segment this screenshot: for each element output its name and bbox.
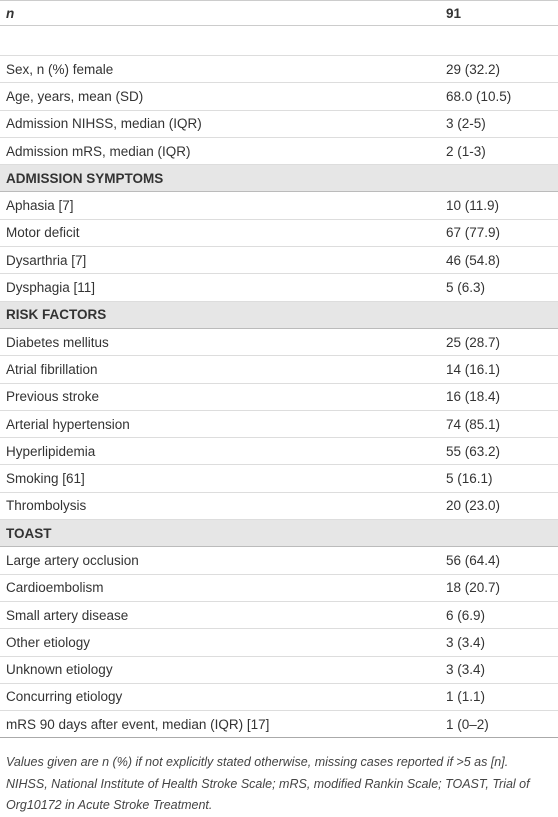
row-label: Unknown etiology [0,656,440,684]
section-title: TOAST [0,519,558,548]
section-title: ADMISSION SYMPTOMS [0,164,558,193]
table-row: Dysarthria [7] 46 (54.8) [0,246,558,275]
section-row: TOAST [0,519,558,548]
section-row: RISK FACTORS [0,300,558,329]
table-row: Small artery disease 6 (6.9) [0,601,558,630]
table-row: Thrombolysis 20 (23.0) [0,492,558,521]
row-value: 1 (1.1) [440,683,558,712]
row-value: 5 (16.1) [440,464,558,493]
spacer-cell [0,25,440,56]
row-label: Thrombolysis [0,492,440,521]
row-label: Large artery occlusion [0,546,440,575]
table-row: mRS 90 days after event, median (IQR) [1… [0,710,558,739]
row-label: Hyperlipidemia [0,437,440,466]
row-value: 5 (6.3) [440,273,558,302]
table-row: Admission NIHSS, median (IQR) 3 (2-5) [0,110,558,138]
row-label: Other etiology [0,628,440,657]
spacer-row [0,25,558,56]
table-body: n 91 Sex, n (%) female 29 (32.2) Age, years,… [0,0,558,739]
header-row: n 91 [0,0,558,26]
table-row: Arterial hypertension 74 (85.1) [0,410,558,439]
table-row: Large artery occlusion 56 (64.4) [0,546,558,575]
table-row: Hyperlipidemia 55 (63.2) [0,437,558,466]
row-label: Previous stroke [0,383,440,411]
row-label: mRS 90 days after event, median (IQR) [1… [0,710,440,739]
row-value: 1 (0–2) [440,710,558,739]
table-row: Admission mRS, median (IQR) 2 (1-3) [0,137,558,166]
row-value: 3 (3.4) [440,656,558,684]
table-row: Dysphagia [11] 5 (6.3) [0,273,558,302]
table-row: Cardioembolism 18 (20.7) [0,574,558,602]
row-label: Dysarthria [7] [0,246,440,275]
header-cell: 91 [440,0,558,26]
row-label: Admission mRS, median (IQR) [0,137,440,166]
row-label: Age, years, mean (SD) [0,82,440,111]
row-value: 16 (18.4) [440,383,558,411]
table-row: Atrial fibrillation 14 (16.1) [0,355,558,384]
header-cell: n [0,0,440,26]
table-row: Sex, n (%) female 29 (32.2) [0,55,558,84]
spacer-cell [440,25,558,56]
row-label: Concurring etiology [0,683,440,712]
row-value: 3 (3.4) [440,628,558,657]
row-label: Smoking [61] [0,464,440,493]
row-label: Admission NIHSS, median (IQR) [0,110,440,138]
row-value: 18 (20.7) [440,574,558,602]
row-label: Small artery disease [0,601,440,630]
table-row: Smoking [61] 5 (16.1) [0,464,558,493]
row-label: Atrial fibrillation [0,355,440,384]
table-row: Aphasia [7] 10 (11.9) [0,191,558,220]
row-value: 46 (54.8) [440,246,558,275]
footnote: Values given are n (%) if not explicitly… [6,755,530,813]
row-label: Sex, n (%) female [0,55,440,84]
row-value: 55 (63.2) [440,437,558,466]
row-label: Arterial hypertension [0,410,440,439]
row-value: 10 (11.9) [440,191,558,220]
row-value: 25 (28.7) [440,328,558,357]
row-label: Dysphagia [11] [0,273,440,302]
row-label: Motor deficit [0,219,440,248]
row-label: Aphasia [7] [0,191,440,220]
row-value: 3 (2-5) [440,110,558,138]
row-value: 14 (16.1) [440,355,558,384]
row-value: 56 (64.4) [440,546,558,575]
table-row: Unknown etiology 3 (3.4) [0,656,558,684]
row-label: Cardioembolism [0,574,440,602]
table-row: Previous stroke 16 (18.4) [0,383,558,411]
row-value: 20 (23.0) [440,492,558,521]
section-title: RISK FACTORS [0,300,558,329]
section-row: ADMISSION SYMPTOMS [0,164,558,193]
table-row: Concurring etiology 1 (1.1) [0,683,558,712]
row-value: 67 (77.9) [440,219,558,248]
table-row: Diabetes mellitus 25 (28.7) [0,328,558,357]
row-label: Diabetes mellitus [0,328,440,357]
row-value: 2 (1-3) [440,137,558,166]
row-value: 6 (6.9) [440,601,558,630]
row-value: 29 (32.2) [440,55,558,84]
row-value: 74 (85.1) [440,410,558,439]
table-row: Motor deficit 67 (77.9) [0,219,558,248]
row-value: 68.0 (10.5) [440,82,558,111]
data-table: n 91 Sex, n (%) female 29 (32.2) Age, years,… [0,0,558,739]
table-row: Other etiology 3 (3.4) [0,628,558,657]
table-row: Age, years, mean (SD) 68.0 (10.5) [0,82,558,111]
